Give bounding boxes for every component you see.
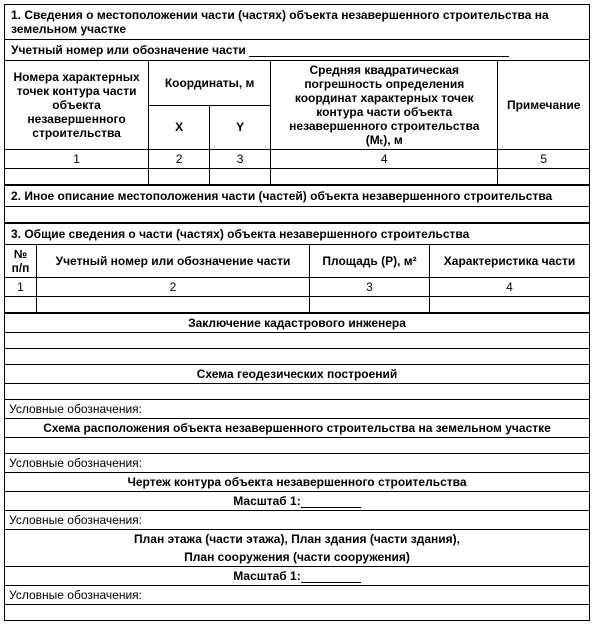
table-row: [5, 384, 590, 400]
hdr-col5: Примечание: [498, 61, 590, 150]
hdr-col1: Номера характерных точек контура части о…: [5, 61, 149, 150]
s3-hdr-c1: № п/п: [5, 245, 37, 278]
footer-table: Заключение кадастрового инженера Схема г…: [4, 313, 590, 621]
scale-field-1[interactable]: [301, 496, 361, 508]
hdr-col4: Средняя квадратическая погрешность опред…: [271, 61, 498, 150]
scale-row-2: Масштаб 1:: [5, 567, 590, 586]
num-c4: 4: [271, 150, 498, 169]
table-row: [5, 207, 590, 223]
section3-table: 3. Общие сведения о части (частях) объек…: [4, 223, 590, 313]
num-c3: 3: [210, 150, 271, 169]
s3-hdr-c2: Учетный номер или обозначение части: [37, 245, 310, 278]
plan-title-1: План этажа (части этажа), План здания (ч…: [5, 530, 590, 549]
table-row: [5, 349, 590, 365]
s3-hdr-c4: Характеристика части: [430, 245, 590, 278]
scale-field-2[interactable]: [301, 571, 361, 583]
s3-num-c4: 4: [430, 278, 590, 297]
scale-label: Масштаб 1:: [233, 494, 300, 508]
plan-title-2: План сооружения (части сооружения): [5, 548, 590, 567]
account-label: Учетный номер или обозначение части: [11, 43, 246, 57]
num-c5: 5: [498, 150, 590, 169]
section2-table: 2. Иное описание местоположения части (ч…: [4, 185, 590, 223]
s3-num-c1: 1: [5, 278, 37, 297]
num-c1: 1: [5, 150, 149, 169]
table-row: [5, 169, 590, 185]
section2-title: 2. Иное описание местоположения части (ч…: [5, 186, 590, 207]
legend-row-2: Условные обозначения:: [5, 454, 590, 473]
num-c2: 2: [149, 150, 210, 169]
account-row: Учетный номер или обозначение части: [5, 40, 590, 61]
legend-row-1: Условные обозначения:: [5, 400, 590, 419]
legend-row-4: Условные обозначения:: [5, 586, 590, 605]
table-row: [5, 333, 590, 349]
layout-title: Схема расположения объекта незавершенног…: [5, 419, 590, 438]
s3-num-c2: 2: [37, 278, 310, 297]
geodesic-title: Схема геодезических построений: [5, 365, 590, 384]
s3-hdr-c3: Площадь (P), м²: [310, 245, 430, 278]
table-row: [5, 297, 590, 313]
conclusion-title: Заключение кадастрового инженера: [5, 314, 590, 333]
table-row: [5, 438, 590, 454]
contour-title: Чертеж контура объекта незавершенного ст…: [5, 473, 590, 492]
scale-row-1: Масштаб 1:: [5, 492, 590, 511]
section3-title: 3. Общие сведения о части (частях) объек…: [5, 224, 590, 245]
legend-row-3: Условные обозначения:: [5, 511, 590, 530]
hdr-coords: Координаты, м: [149, 61, 271, 106]
hdr-x: X: [149, 105, 210, 150]
table-row: [5, 605, 590, 621]
scale-label-2: Масштаб 1:: [233, 569, 300, 583]
account-field[interactable]: [249, 45, 509, 57]
section1-title: 1. Сведения о местоположении части (част…: [5, 5, 590, 40]
s3-num-c3: 3: [310, 278, 430, 297]
hdr-y: Y: [210, 105, 271, 150]
section1-table: 1. Сведения о местоположении части (част…: [4, 4, 590, 185]
